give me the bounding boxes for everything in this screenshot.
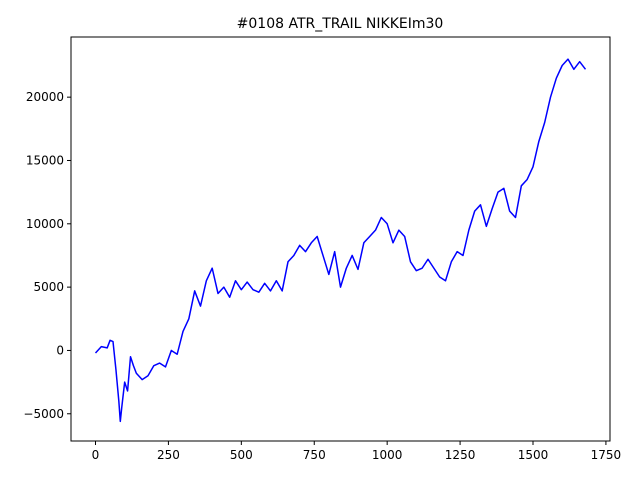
y-tick-label: 15000: [26, 153, 64, 167]
y-tick-label: 5000: [33, 280, 64, 294]
x-tick-label: 1250: [445, 448, 476, 462]
x-tick-label: 750: [303, 448, 326, 462]
x-tick-label: 0: [92, 448, 100, 462]
x-tick-label: 1000: [372, 448, 403, 462]
x-tick-label: 500: [230, 448, 253, 462]
y-tick-label: 20000: [26, 90, 64, 104]
y-tick-label: −5000: [23, 407, 64, 421]
x-tick-label: 1750: [591, 448, 622, 462]
x-tick-label: 1500: [518, 448, 549, 462]
y-tick-label: 0: [56, 343, 64, 357]
y-tick-label: 10000: [26, 217, 64, 231]
x-tick-label: 250: [157, 448, 180, 462]
chart-title: #0108 ATR_TRAIL NIKKEIm30: [237, 16, 444, 32]
line: [94, 58, 587, 423]
plot-frame: [70, 36, 611, 442]
